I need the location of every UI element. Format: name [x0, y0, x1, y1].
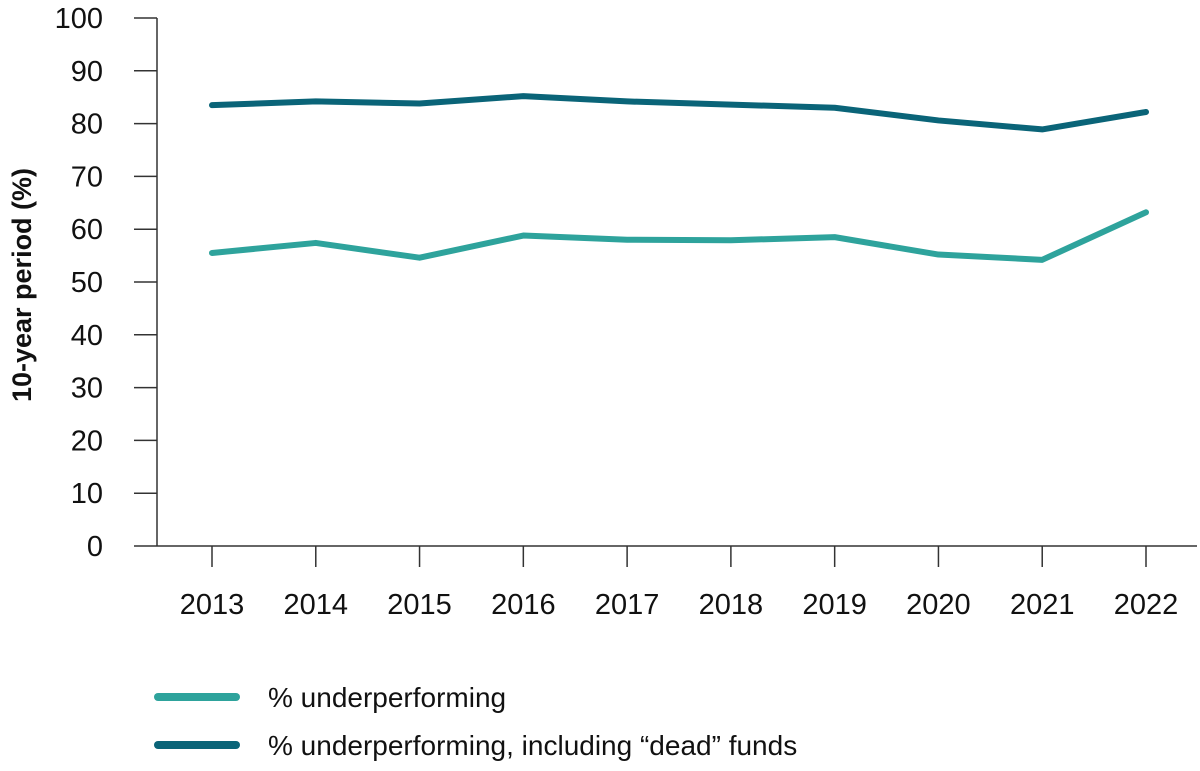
y-tick-label: 60 — [71, 214, 103, 246]
series-line-underperforming-dead — [209, 93, 1149, 133]
y-tick-label: 80 — [71, 109, 103, 141]
y-tick-label: 40 — [71, 320, 103, 352]
x-tick-label: 2021 — [1010, 589, 1075, 621]
y-tick-label: 0 — [87, 531, 103, 563]
series-lines — [209, 93, 1149, 263]
y-tick-label: 10 — [71, 478, 103, 510]
y-axis-title: 10-year period (%) — [7, 168, 37, 402]
y-tick-label: 20 — [71, 425, 103, 457]
x-tick-label: 2019 — [802, 589, 867, 621]
y-tick-label: 30 — [71, 373, 103, 405]
x-axis-ticks: 2013 2014 2015 2016 2017 2018 2019 2020 2021 2022 — [180, 546, 1179, 621]
legend-label-underperforming-dead: % underperforming, including “dead” fund… — [268, 730, 797, 761]
y-tick-label: 90 — [71, 56, 103, 88]
y-axis-ticks: 0 10 20 30 40 50 60 70 80 90 100 — [55, 3, 157, 563]
y-tick-label: 70 — [71, 161, 103, 193]
x-tick-label: 2015 — [387, 589, 452, 621]
y-tick-label: 100 — [55, 3, 103, 35]
x-tick-label: 2022 — [1114, 589, 1179, 621]
legend: % underperforming % underperforming, inc… — [154, 682, 797, 761]
x-tick-label: 2018 — [699, 589, 764, 621]
x-tick-label: 2013 — [180, 589, 245, 621]
x-tick-label: 2020 — [906, 589, 971, 621]
legend-label-underperforming: % underperforming — [268, 682, 506, 713]
y-tick-label: 50 — [71, 267, 103, 299]
x-tick-label: 2014 — [284, 589, 349, 621]
x-tick-label: 2017 — [595, 589, 660, 621]
series-line-underperforming — [209, 209, 1149, 263]
x-tick-label: 2016 — [491, 589, 556, 621]
